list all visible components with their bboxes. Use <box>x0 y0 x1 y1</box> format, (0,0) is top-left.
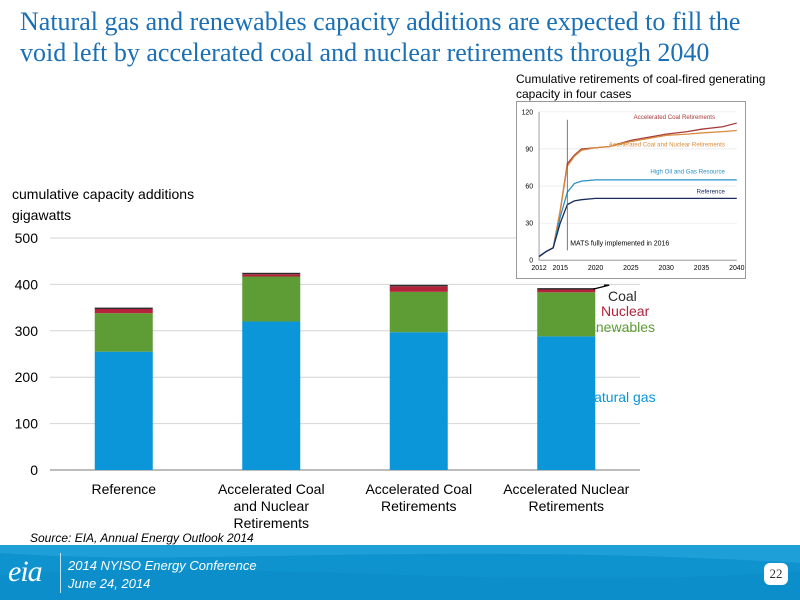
inset-label-reference: Reference <box>697 188 726 195</box>
y-axis-label: cumulative capacity additions <box>12 186 194 202</box>
bar-segment-renewables <box>242 276 301 322</box>
y-tick-label: 500 <box>15 230 39 246</box>
y-tick-label: 400 <box>15 276 39 292</box>
footer-bar: eia 2014 NYISO Energy Conference June 24… <box>0 545 800 600</box>
inset-axes: 0 30 60 90 120 2012 2015 2020 2025 2030 2035 2040 <box>522 109 745 272</box>
bar-segment-natural-gas <box>389 332 448 470</box>
inset-x-tick: 2025 <box>623 265 639 272</box>
coal-retirements-inset-chart: 0 30 60 90 120 2012 2015 2020 2025 2030 2035 2040 A… <box>516 101 746 279</box>
inset-y-tick: 60 <box>525 184 533 191</box>
legend-label-coal: Coal <box>608 288 637 304</box>
source-note: Source: EIA, Annual Energy Outlook 2014 <box>30 531 254 545</box>
footer-divider <box>60 553 61 593</box>
inset-x-tick: 2020 <box>588 265 604 272</box>
x-tick-label: Retirements <box>381 498 456 514</box>
y-tick-label: 100 <box>15 416 39 432</box>
legend-label-renewables: Renewables <box>578 319 655 335</box>
inset-caption-line2: capacity in four cases <box>516 87 632 101</box>
bar-stacks <box>94 272 596 470</box>
bar-segment-coal <box>389 284 448 287</box>
y-axis-ticks: 0 100 200 300 400 500 <box>15 230 39 478</box>
inset-line-high-oil-and-gas-resource <box>538 179 737 258</box>
inset-x-tick: 2015 <box>553 265 569 272</box>
inset-y-tick: 0 <box>529 258 533 265</box>
legend-label-natural-gas: Natural gas <box>584 389 656 405</box>
x-tick-label: Accelerated Coal <box>218 481 325 497</box>
bar-segment-nuclear <box>94 308 153 314</box>
x-tick-label: and Nuclear <box>234 498 310 514</box>
inset-caption: Cumulative retirements of coal-fired gen… <box>516 72 796 102</box>
mats-annotation: MATS fully implemented in 2016 <box>570 240 669 247</box>
y-axis-unit: gigawatts <box>12 207 71 223</box>
inset-x-tick: 2040 <box>729 265 745 272</box>
inset-y-tick: 90 <box>525 146 533 153</box>
conference-date: June 24, 2014 <box>68 576 151 591</box>
inset-line-reference <box>538 197 737 258</box>
x-tick-label: Retirements <box>529 498 604 514</box>
coal-leader-line <box>593 284 610 290</box>
x-tick-label: Accelerated Nuclear <box>503 481 629 497</box>
inset-x-tick: 2035 <box>694 265 710 272</box>
y-tick-label: 300 <box>15 323 39 339</box>
inset-series-lines <box>538 122 737 258</box>
inset-label-accelerated-coal-retirements: Accelerated Coal Retirements <box>634 114 715 121</box>
inset-caption-line1: Cumulative retirements of coal-fired gen… <box>516 72 766 86</box>
inset-y-tick: 30 <box>525 221 533 228</box>
inset-label-accelerated-coal-and-nuclear-retirements: Accelerated Coal and Nuclear Retirements <box>609 141 725 148</box>
bar-segment-renewables <box>389 291 448 333</box>
bar-segment-coal <box>242 272 301 275</box>
inset-label-high-oil-and-gas-resource: High Oil and Gas Resource <box>650 169 725 176</box>
legend-label-nuclear: Nuclear <box>601 303 650 319</box>
bar-segment-nuclear <box>537 289 596 293</box>
conference-name: 2014 NYISO Energy Conference <box>68 558 257 573</box>
x-tick-label: Accelerated Coal <box>365 481 472 497</box>
y-tick-label: 200 <box>15 369 39 385</box>
footer-wave-decoration <box>0 545 800 600</box>
bar-segment-nuclear <box>242 274 301 277</box>
bar-segment-coal <box>94 307 153 309</box>
inset-x-tick: 2030 <box>658 265 674 272</box>
bar-segment-renewables <box>537 292 596 337</box>
slide-title: Natural gas and renewables capacity addi… <box>20 7 741 67</box>
bar-segment-renewables <box>94 313 153 352</box>
inset-line-accelerated-coal-and-nuclear-retirements <box>538 129 737 258</box>
bar-segment-nuclear <box>389 286 448 292</box>
inset-y-tick: 120 <box>522 109 534 116</box>
x-tick-label: Retirements <box>234 515 309 531</box>
inset-x-tick: 2012 <box>531 265 547 272</box>
eia-logo: eia <box>8 555 43 588</box>
source-prefix: Source: <box>30 531 75 545</box>
bar-stack <box>94 307 153 470</box>
bar-segment-natural-gas <box>242 321 301 470</box>
source-text: EIA, Annual Energy Outlook 2014 <box>74 531 254 545</box>
bar-segment-natural-gas <box>94 351 153 470</box>
bar-stack <box>389 284 448 470</box>
bar-segment-coal <box>537 288 596 290</box>
bar-stack <box>537 288 596 470</box>
x-tick-label: Reference <box>91 481 156 497</box>
bar-stack <box>242 272 301 470</box>
bar-segment-natural-gas <box>537 336 596 470</box>
y-tick-label: 0 <box>30 462 38 478</box>
inset-series-labels: Accelerated Coal Retirements Accelerated … <box>609 114 726 196</box>
page-number: 22 <box>764 563 788 585</box>
